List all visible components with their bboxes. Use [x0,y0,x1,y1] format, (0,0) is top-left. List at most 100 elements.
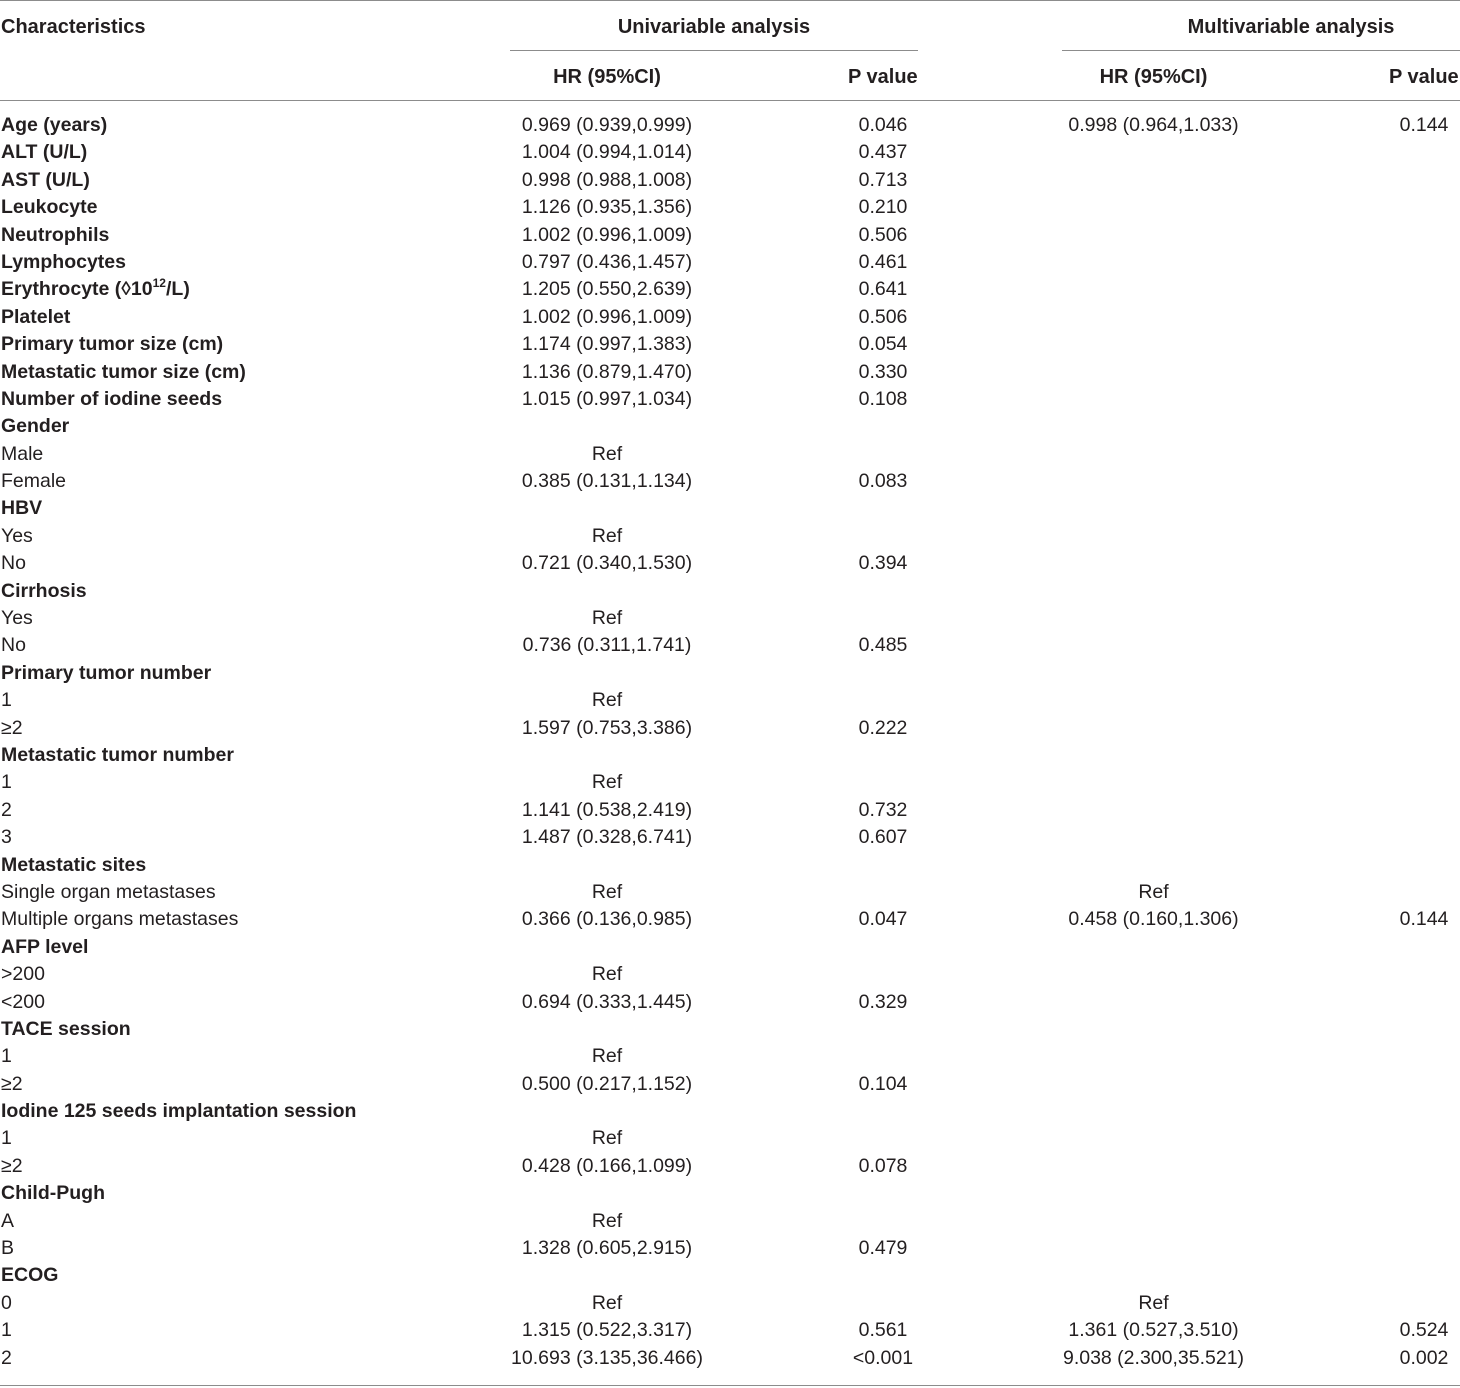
univariable-p-cell: 0.485 [858,634,908,657]
univariable-hr-cell: Ref [591,607,623,630]
table-row: Yes Ref [0,605,1460,632]
table-row: Metastatic tumor number [0,742,1460,769]
multivariable-hr-cell: 0.458 (0.160,1.306) [1068,908,1239,931]
univariable-p-cell: <0.001 [852,1346,914,1369]
univariable-hr-cell: 0.385 (0.131,1.134) [521,470,693,493]
header-bottom-rule [0,100,1460,101]
univariable-p-cell: 0.054 [858,333,908,356]
row-label: <200 [1,990,45,1013]
univariable-hr-cell: 0.998 (0.988,1.008) [521,168,693,191]
row-label: B [1,1237,15,1260]
univariable-hr-cell: 1.136 (0.879,1.470) [521,360,693,383]
table-row: Single organ metastases Ref Ref [0,879,1460,906]
table-row: Metastatic sites [0,852,1460,879]
table-row: ≥2 0.500 (0.217,1.152) 0.104 [0,1071,1460,1098]
row-label: Multiple organs metastases [1,908,239,931]
univariable-p-cell: 0.329 [858,990,908,1013]
univariable-p-cell: 0.506 [858,305,908,328]
table-row: 2 10.693 (3.135,36.466) <0.001 9.038 (2.300… [0,1345,1460,1372]
row-label: 1 [1,771,12,794]
univariable-p-cell: 0.108 [858,387,908,410]
univariable-hr-cell: 0.694 (0.333,1.445) [521,990,693,1013]
table-row: Primary tumor number [0,660,1460,687]
multivariable-p-cell: 0.144 [1399,908,1449,931]
row-label: Metastatic tumor number [1,743,234,766]
univariable-hr-cell: 1.004 (0.994,1.014) [521,141,693,164]
univariable-p-cell: 0.210 [858,196,908,219]
univariable-hr-cell: 1.002 (0.996,1.009) [521,305,693,328]
univariable-hr-cell: Ref [591,524,623,547]
row-label: 1 [1,689,12,712]
univariable-hr-cell: 1.174 (0.997,1.383) [521,333,693,356]
table-row: No 0.721 (0.340,1.530) 0.394 [0,550,1460,577]
univariable-p-cell: 0.713 [858,168,908,191]
table-row: 1 Ref [0,1125,1460,1152]
univariable-p-cell: 0.479 [858,1237,908,1260]
univariable-hr-cell: 1.002 (0.996,1.009) [521,223,693,246]
univariable-hr-cell: Ref [591,1127,623,1150]
table-row: Primary tumor size (cm) 1.174 (0.997,1.38… [0,331,1460,358]
row-label: Iodine 125 seeds implantation session [1,1100,357,1123]
table-row: <200 0.694 (0.333,1.445) 0.329 [0,989,1460,1016]
row-label: ALT (U/L) [1,141,88,164]
table-row: 1 Ref [0,1043,1460,1070]
multivariable-p-cell: 0.002 [1399,1346,1449,1369]
row-label: Leukocyte [1,196,98,219]
row-label: A [1,1209,15,1232]
univariable-hr-cell: 0.969 (0.939,0.999) [521,114,693,136]
univariable-p-cell: 0.104 [858,1072,908,1095]
table-row: Male Ref [0,441,1460,468]
univariable-hr-cell: 0.797 (0.436,1.457) [521,250,693,273]
table-row: 1 1.315 (0.522,3.317) 0.561 1.361 (0.527,3.… [0,1317,1460,1344]
univariable-p-cell: 0.222 [858,716,908,739]
table-row: Platelet 1.002 (0.996,1.009) 0.506 [0,304,1460,331]
table-row: Gender [0,413,1460,440]
univariable-span-rule [510,50,918,51]
header-characteristics: Characteristics [1,16,146,38]
header-multivariable-hr: HR (95%CI) [1099,66,1208,88]
univariable-p-cell: 0.083 [858,470,908,493]
univariable-hr-cell: 0.428 (0.166,1.099) [521,1154,693,1177]
row-label: 0 [1,1291,12,1314]
univariable-p-cell: 0.461 [858,250,908,273]
univariable-p-cell: 0.437 [858,141,908,164]
header-univariable: Univariable analysis [617,16,811,38]
univariable-hr-cell: Ref [591,963,623,986]
table-row: TACE session [0,1016,1460,1043]
table-row: Child-Pugh [0,1180,1460,1207]
row-label: HBV [1,497,43,520]
row-label-text: Erythrocyte (◊10 [1,278,153,301]
table-row: 1 Ref [0,687,1460,714]
univariable-hr-cell: Ref [591,1209,623,1232]
table-row: Lymphocytes 0.797 (0.436,1.457) 0.461 [0,249,1460,276]
table-row: 1 Ref [0,769,1460,796]
table-row: A Ref [0,1208,1460,1235]
table-body: Age (years) 0.969 (0.939,0.999) 0.046 0.998… [0,112,1460,1372]
row-label: Yes [1,607,33,630]
row-label: No [1,552,26,575]
univariable-hr-cell: 1.015 (0.997,1.034) [521,387,693,410]
table-row: Yes Ref [0,523,1460,550]
table-row: ALT (U/L) 1.004 (0.994,1.014) 0.437 [0,139,1460,166]
row-label: Cirrhosis [1,579,87,602]
row-label: Primary tumor size (cm) [1,333,224,356]
univariable-p-cell: 0.078 [858,1154,908,1177]
table-row: Number of iodine seeds 1.015 (0.997,1.034… [0,386,1460,413]
row-label: Yes [1,524,33,547]
row-label: AST (U/L) [1,168,90,191]
row-label: Erythrocyte (◊1012/L) [1,276,190,303]
table-row: 0 Ref Ref [0,1290,1460,1317]
row-label: TACE session [1,1017,131,1040]
row-label: 1 [1,1127,12,1150]
univariable-hr-cell: Ref [591,1291,623,1314]
univariable-p-cell: 0.641 [858,278,908,301]
row-label: No [1,634,26,657]
multivariable-span-rule [1062,50,1460,51]
table-row: 2 1.141 (0.538,2.419) 0.732 [0,797,1460,824]
row-label: 1 [1,1319,12,1342]
table-row: ECOG [0,1262,1460,1289]
univariable-p-cell: 0.046 [858,114,908,136]
table-row: Multiple organs metastases 0.366 (0.136,0… [0,906,1460,933]
row-label: Child-Pugh [1,1182,105,1205]
table-row: Iodine 125 seeds implantation session [0,1098,1460,1125]
